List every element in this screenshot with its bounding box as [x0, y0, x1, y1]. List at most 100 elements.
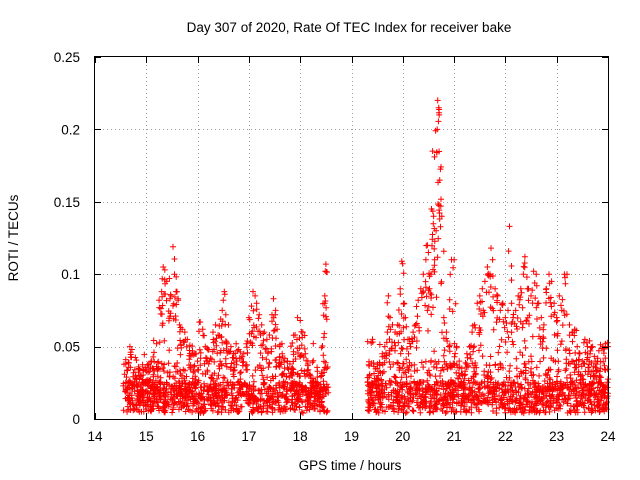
roti-point — [395, 307, 402, 313]
roti-noise-point — [368, 340, 375, 346]
roti-noise-point — [280, 405, 287, 412]
roti-noise-point — [243, 392, 250, 398]
roti-point — [322, 359, 329, 366]
roti-noise-point — [287, 405, 294, 412]
roti-point — [121, 371, 128, 378]
roti-noise-point — [208, 375, 215, 381]
roti-point — [573, 327, 580, 334]
roti-noise-point — [560, 399, 567, 406]
roti-point — [395, 339, 402, 346]
roti-noise-point — [174, 368, 181, 375]
roti-point — [538, 314, 545, 321]
roti-point — [375, 381, 382, 388]
roti-point — [494, 297, 501, 304]
roti-noise-point — [428, 357, 435, 364]
y-tick-label: 0.2 — [61, 122, 80, 137]
roti-point — [576, 350, 583, 357]
roti-point — [405, 367, 412, 374]
roti-point — [214, 350, 221, 357]
roti-noise-point — [581, 390, 587, 397]
roti-noise-point — [151, 390, 158, 397]
roti-noise-point — [221, 375, 228, 382]
roti-noise-point — [130, 407, 137, 414]
roti-noise-point — [250, 399, 257, 406]
roti-noise-point — [468, 404, 475, 411]
roti-noise-point — [562, 367, 569, 374]
roti-noise-point — [503, 374, 510, 381]
roti-noise-point — [136, 402, 143, 409]
roti-noise-point — [517, 392, 524, 399]
roti-point — [415, 297, 422, 304]
roti-noise-point — [528, 353, 534, 360]
roti-point — [581, 336, 588, 343]
roti-point — [262, 346, 269, 353]
roti-noise-point — [156, 407, 163, 414]
roti-noise-point — [199, 403, 206, 410]
roti-noise-point — [219, 339, 226, 346]
roti-point — [222, 311, 229, 318]
roti-noise-point — [542, 404, 549, 411]
roti-point — [413, 338, 420, 344]
roti-noise-point — [520, 410, 527, 417]
roti-noise-point — [556, 401, 563, 408]
roti-noise-point — [424, 369, 431, 376]
roti-noise-point — [237, 385, 244, 392]
roti-point — [534, 316, 540, 322]
roti-noise-point — [516, 399, 523, 406]
roti-point — [452, 300, 459, 307]
roti-noise-point — [248, 390, 255, 397]
roti-point — [425, 327, 431, 334]
roti-noise-point — [443, 400, 450, 407]
roti-point — [559, 322, 566, 329]
roti-noise-point — [208, 386, 215, 393]
roti-point — [193, 350, 200, 357]
roti-noise-point — [419, 391, 426, 398]
roti-noise-point — [269, 373, 276, 380]
roti-point — [384, 329, 391, 336]
roti-point — [156, 304, 163, 311]
roti-point — [135, 363, 142, 370]
roti-noise-point — [580, 391, 587, 398]
roti-noise-point — [580, 381, 587, 388]
roti-noise-point — [296, 373, 303, 380]
roti-noise-point — [446, 384, 453, 391]
roti-noise-point — [319, 404, 326, 411]
roti-noise-point — [528, 391, 535, 397]
roti-point — [387, 326, 394, 333]
roti-noise-point — [120, 407, 127, 414]
roti-noise-point — [553, 395, 560, 402]
roti-point — [508, 329, 515, 336]
roti-noise-point — [148, 397, 154, 404]
roti-noise-point — [442, 390, 449, 397]
roti-point — [428, 311, 435, 318]
roti-noise-point — [447, 364, 454, 371]
roti-noise-point — [488, 374, 495, 381]
roti-noise-point — [571, 382, 578, 388]
roti-noise-point — [165, 403, 172, 410]
roti-noise-point — [270, 398, 277, 405]
roti-noise-point — [312, 398, 319, 405]
roti-point — [479, 285, 486, 292]
roti-noise-point — [528, 358, 535, 365]
roti-point — [275, 362, 282, 369]
roti-noise-point — [261, 386, 268, 393]
roti-noise-point — [317, 373, 324, 380]
roti-point — [450, 264, 457, 271]
roti-point — [300, 354, 307, 361]
roti-noise-point — [325, 389, 332, 396]
roti-point — [181, 329, 188, 336]
roti-point — [505, 248, 512, 255]
roti-noise-point — [267, 395, 274, 402]
roti-noise-point — [481, 398, 488, 405]
roti-noise-point — [414, 395, 421, 402]
roti-point — [458, 365, 465, 372]
roti-point — [186, 342, 193, 349]
roti-noise-point — [393, 380, 400, 387]
roti-noise-point — [541, 378, 548, 384]
roti-noise-point — [592, 407, 599, 414]
roti-point — [575, 361, 582, 368]
roti-noise-point — [523, 398, 530, 404]
roti-noise-point — [261, 380, 268, 387]
roti-noise-point — [266, 384, 273, 391]
roti-noise-point — [301, 368, 308, 375]
